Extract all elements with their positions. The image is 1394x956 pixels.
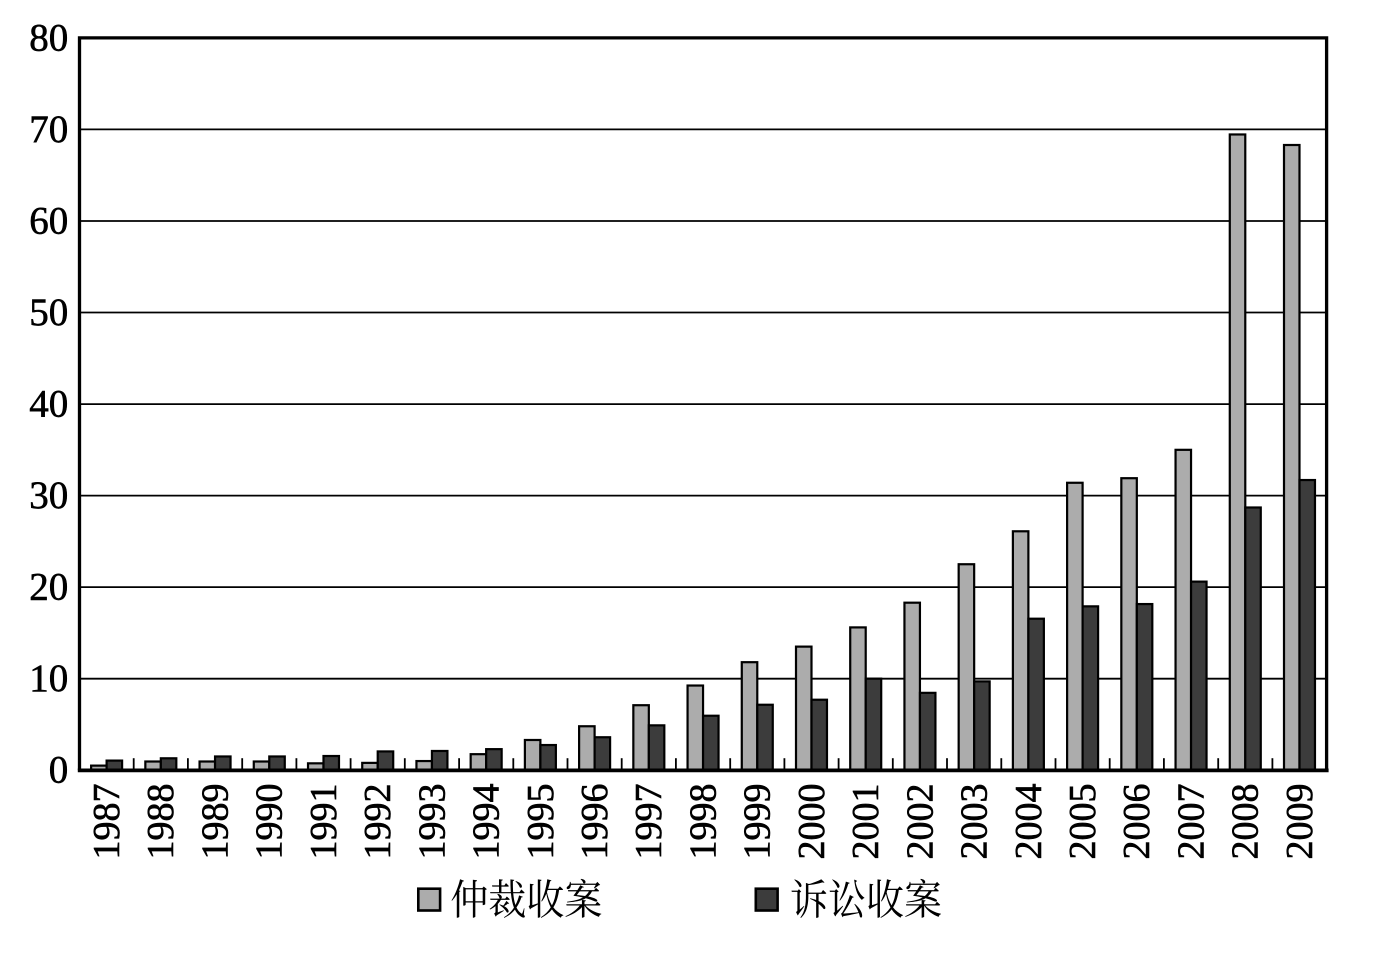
svg-text:2000: 2000 [791, 784, 833, 860]
svg-text:1989: 1989 [195, 784, 237, 860]
svg-text:1992: 1992 [357, 784, 399, 860]
svg-text:2008: 2008 [1225, 784, 1267, 860]
svg-text:0: 0 [49, 749, 69, 792]
svg-text:1991: 1991 [303, 784, 345, 860]
svg-text:2005: 2005 [1062, 784, 1104, 860]
svg-text:1993: 1993 [411, 784, 453, 860]
svg-text:1987: 1987 [86, 784, 128, 860]
svg-text:2007: 2007 [1170, 784, 1212, 860]
svg-text:1996: 1996 [574, 784, 616, 860]
svg-text:2006: 2006 [1116, 784, 1158, 860]
svg-text:1994: 1994 [466, 784, 508, 860]
svg-text:1999: 1999 [737, 784, 779, 860]
svg-text:2003: 2003 [954, 784, 996, 860]
svg-text:1995: 1995 [520, 784, 562, 860]
svg-text:70: 70 [29, 108, 68, 151]
svg-text:2001: 2001 [845, 784, 887, 860]
svg-text:60: 60 [29, 200, 68, 243]
svg-text:1997: 1997 [628, 784, 670, 860]
svg-text:2002: 2002 [899, 784, 941, 860]
svg-text:1998: 1998 [682, 784, 724, 860]
svg-text:80: 80 [29, 16, 68, 59]
svg-text:2004: 2004 [1008, 784, 1050, 860]
svg-text:50: 50 [29, 291, 68, 334]
svg-text:30: 30 [29, 474, 68, 517]
svg-text:1990: 1990 [249, 784, 291, 860]
svg-text:1988: 1988 [140, 784, 182, 860]
svg-text:10: 10 [29, 657, 68, 700]
svg-text:2009: 2009 [1279, 784, 1321, 860]
svg-text:40: 40 [29, 383, 68, 426]
svg-text:20: 20 [29, 566, 68, 609]
